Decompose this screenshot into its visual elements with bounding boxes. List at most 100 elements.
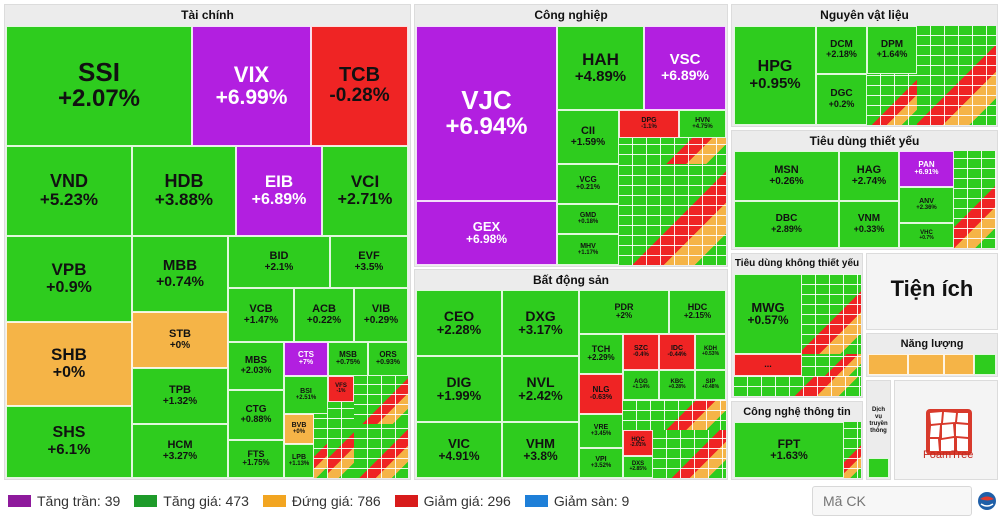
tile-ceo[interactable]: CEO +2.28% — [416, 290, 502, 356]
tile-vjc[interactable]: VJC +6.94% — [416, 26, 557, 201]
tile-tpb[interactable]: TPB +1.32% — [132, 368, 228, 424]
tile-vcb[interactable]: VCB +1.47% — [228, 288, 294, 342]
tile-symbol: ACB — [312, 302, 336, 315]
tile-symbol: DPG — [641, 117, 657, 125]
tile-eib[interactable]: EIB +6.89% — [236, 146, 322, 236]
tile-bsi[interactable]: BSI +2.51% — [284, 376, 328, 414]
tile-hdc[interactable]: HDC +2.15% — [669, 290, 726, 334]
tile-hpg[interactable]: HPG +0.95% — [734, 26, 816, 125]
tile-sip[interactable]: SIP +0.48% — [695, 370, 726, 400]
tile-cii[interactable]: CII +1.59% — [557, 110, 619, 164]
tile-pdr[interactable]: PDR +2% — [579, 290, 669, 334]
tile-vpi[interactable]: VPI +3.52% — [579, 448, 623, 478]
tile-hqc[interactable]: HQC -2.01% — [623, 430, 653, 456]
tile-hah[interactable]: HAH +4.89% — [557, 26, 644, 110]
tile-cluster-cong-nghiep-b — [619, 164, 726, 265]
tile-dig[interactable]: DIG +1.99% — [416, 356, 502, 422]
tile-dcm[interactable]: DCM +2.18% — [816, 26, 867, 74]
tile-vhc[interactable]: VHC +0.7% — [899, 223, 954, 248]
tile-gmd[interactable]: GMD +0.18% — [557, 204, 619, 234]
tile-more-tieu-dung-khong-thiet-yeu[interactable]: ... — [734, 354, 802, 376]
tile-more-nang-luong-a[interactable] — [868, 354, 908, 375]
tile-fts[interactable]: FTS +1.75% — [228, 440, 284, 478]
tile-dpg[interactable]: DPG -1.1% — [619, 110, 679, 138]
tile-fpt[interactable]: FPT +1.63% — [734, 422, 844, 478]
tile-symbol: KBC — [670, 379, 684, 386]
tile-ors[interactable]: ORS +0.93% — [368, 342, 408, 376]
tile-gex[interactable]: GEX +6.98% — [416, 201, 557, 265]
tile-change: +2.89% — [771, 223, 802, 234]
tile-symbol: TCH — [591, 343, 611, 354]
tile-change: +4.75% — [692, 124, 713, 131]
tile-symbol: NVL — [526, 373, 555, 390]
tile-dbc[interactable]: DBC +2.89% — [734, 201, 839, 248]
tile-cts[interactable]: CTS +7% — [284, 342, 328, 376]
tile-change: +1.32% — [162, 396, 198, 408]
tile-change: +3.27% — [162, 451, 198, 463]
tile-vcg[interactable]: VCG +0.21% — [557, 164, 619, 204]
tile-more-nang-luong-b[interactable] — [908, 354, 944, 375]
tile-hvn[interactable]: HVN +4.75% — [679, 110, 726, 138]
tile-anv[interactable]: ANV +2.36% — [899, 187, 954, 223]
tile-msb[interactable]: MSB +0.75% — [328, 342, 368, 376]
tile-symbol: VNM — [857, 213, 881, 225]
tile-vhm[interactable]: VHM +3.8% — [502, 422, 579, 478]
tile-idc[interactable]: IDC -0.44% — [659, 334, 695, 370]
tile-more-nang-luong-c[interactable] — [944, 354, 974, 375]
tile-mbs[interactable]: MBS +2.03% — [228, 342, 284, 390]
tile-change: +1.99% — [436, 388, 482, 404]
tile-cluster-tieu-dung-khong-thiet-yeu-c — [802, 354, 861, 376]
tile-szc[interactable]: SZC -0.4% — [623, 334, 659, 370]
tile-change: +1.47% — [243, 315, 279, 327]
tile-hdb[interactable]: HDB +3.88% — [132, 146, 236, 236]
tile-nvl[interactable]: NVL +2.42% — [502, 356, 579, 422]
tile-symbol: EIB — [264, 172, 294, 192]
tile-change: +3.17% — [518, 322, 563, 338]
tile-pan[interactable]: PAN +6.91% — [899, 151, 954, 187]
tile-bid[interactable]: BID +2.1% — [228, 236, 330, 288]
tile-mhv[interactable]: MHV +1.17% — [557, 234, 619, 265]
tile-evf[interactable]: EVF +3.5% — [330, 236, 408, 288]
tile-symbol: HDB — [164, 171, 204, 192]
tile-symbol: KDH — [704, 346, 717, 353]
tile-kbc[interactable]: KBC +0.28% — [659, 370, 695, 400]
tile-vib[interactable]: VIB +0.29% — [354, 288, 408, 342]
tile-more-nang-luong-d[interactable] — [974, 354, 996, 375]
tile-vre[interactable]: VRE +3.45% — [579, 414, 623, 448]
tile-lpb[interactable]: LPB +1.13% — [284, 444, 314, 478]
tile-mwg[interactable]: MWG +0.57% — [734, 274, 802, 354]
tile-tcb[interactable]: TCB -0.28% — [311, 26, 408, 146]
tile-vic[interactable]: VIC +4.91% — [416, 422, 502, 478]
tile-ctg[interactable]: CTG +0.88% — [228, 390, 284, 440]
tile-msn[interactable]: MSN +0.26% — [734, 151, 839, 201]
sector-panel-tien-ich: Tiện ích — [866, 253, 998, 330]
tile-symbol: VPI — [595, 456, 607, 464]
tile-shb[interactable]: SHB +0% — [6, 322, 132, 406]
tile-kdh[interactable]: KDH +0.53% — [695, 334, 726, 370]
tile-vpb[interactable]: VPB +0.9% — [6, 236, 132, 322]
tile-agg[interactable]: AGG +1.14% — [623, 370, 659, 400]
tile-hag[interactable]: HAG +2.74% — [839, 151, 899, 201]
tile-nlg[interactable]: NLG -0.63% — [579, 374, 623, 414]
tile-vci[interactable]: VCI +2.71% — [322, 146, 408, 236]
tile-dpm[interactable]: DPM +1.64% — [867, 26, 917, 74]
tile-tch[interactable]: TCH +2.29% — [579, 334, 623, 374]
tile-vix[interactable]: VIX +6.99% — [192, 26, 311, 146]
tile-ssi[interactable]: SSI +2.07% — [6, 26, 192, 146]
tile-stb[interactable]: STB +0% — [132, 312, 228, 368]
tile-mbb[interactable]: MBB +0.74% — [132, 236, 228, 312]
tile-dxs[interactable]: DXS +2.85% — [623, 456, 653, 478]
tile-dxg[interactable]: DXG +3.17% — [502, 290, 579, 356]
tile-symbol: HPG — [757, 57, 793, 75]
tile-vnd[interactable]: VND +5.23% — [6, 146, 132, 236]
tile-vsc[interactable]: VSC +6.89% — [644, 26, 726, 110]
tile-vnm[interactable]: VNM +0.33% — [839, 201, 899, 248]
stock-search-input[interactable] — [812, 486, 972, 516]
tile-dgc[interactable]: DGC +0.2% — [816, 74, 867, 125]
tile-more-dich-vu-a[interactable] — [868, 458, 889, 478]
tile-shs[interactable]: SHS +6.1% — [6, 406, 132, 478]
tile-acb[interactable]: ACB +0.22% — [294, 288, 354, 342]
tile-bvb[interactable]: BVB +0% — [284, 414, 314, 444]
tile-hcm[interactable]: HCM +3.27% — [132, 424, 228, 478]
tile-vfs[interactable]: VFS -1% — [328, 376, 354, 402]
